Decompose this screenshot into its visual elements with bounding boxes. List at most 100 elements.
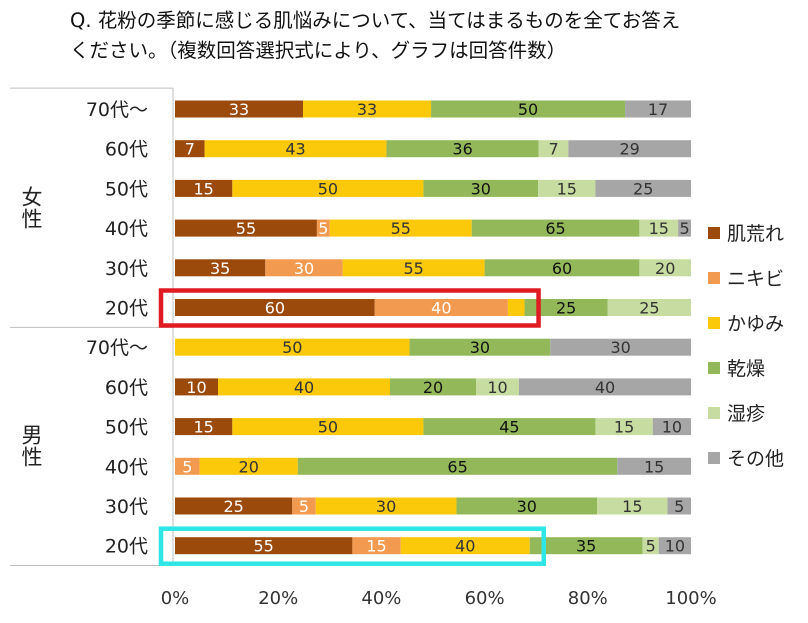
data-label: 40 xyxy=(431,299,451,318)
category-label-1: 60代 xyxy=(105,139,148,161)
legend-swatch-5 xyxy=(708,452,720,464)
data-label: 5 xyxy=(299,497,309,516)
bar-segment xyxy=(342,259,485,277)
category-label-9: 40代 xyxy=(105,456,148,478)
data-label: 60 xyxy=(265,299,285,318)
bar-segment xyxy=(595,418,653,436)
data-label: 10 xyxy=(665,537,685,556)
data-label: 5 xyxy=(318,219,328,238)
data-label: 35 xyxy=(210,259,230,278)
bar-segment xyxy=(507,299,525,316)
bar-segment xyxy=(431,100,626,118)
data-label: 7 xyxy=(185,140,195,159)
data-label: 30 xyxy=(294,259,314,278)
bar-segment xyxy=(568,140,691,158)
bar-segment xyxy=(175,497,293,515)
legend-swatch-2 xyxy=(708,317,720,329)
data-label: 50 xyxy=(282,338,302,357)
category-label-10: 30代 xyxy=(105,496,148,518)
data-label: 65 xyxy=(447,457,467,476)
data-label: 15 xyxy=(649,219,669,238)
bar-segment xyxy=(667,497,691,515)
data-label: 55 xyxy=(391,219,411,238)
category-label-6: 70代～ xyxy=(86,337,148,359)
bar-segment xyxy=(297,457,618,475)
group-label-0: 女性 xyxy=(22,185,43,231)
category-label-4: 30代 xyxy=(105,258,148,280)
legend-swatch-4 xyxy=(708,407,720,419)
bar-segment xyxy=(409,338,551,356)
data-label: 33 xyxy=(229,100,249,119)
data-label: 65 xyxy=(545,219,565,238)
bar-segment xyxy=(617,457,691,475)
bar-segment xyxy=(550,338,691,356)
bar-segment xyxy=(218,378,390,396)
bar-segment xyxy=(329,219,472,237)
bar-segment xyxy=(652,418,691,436)
x-tick-label-3: 60% xyxy=(465,588,505,609)
data-label: 5 xyxy=(182,457,192,476)
category-label-5: 20代 xyxy=(105,298,148,320)
data-label: 55 xyxy=(403,259,423,278)
legend-label-1: ニキビ xyxy=(727,268,784,290)
data-label: 15 xyxy=(557,179,577,198)
legend-label-3: 乾燥 xyxy=(727,358,765,380)
legend-label-5: その他 xyxy=(727,448,784,470)
data-label: 10 xyxy=(186,378,206,397)
x-tick-label-1: 20% xyxy=(258,588,298,609)
category-label-3: 40代 xyxy=(105,218,148,240)
bar-segment xyxy=(265,259,343,277)
bar-segment xyxy=(175,378,218,396)
category-label-7: 60代 xyxy=(105,377,148,399)
data-label: 5 xyxy=(679,219,689,238)
data-label: 50 xyxy=(318,179,338,198)
legend-swatch-3 xyxy=(708,362,720,374)
legend-swatch-1 xyxy=(708,272,720,284)
bar-segment xyxy=(232,418,424,436)
data-label: 25 xyxy=(639,299,659,318)
bar-segment xyxy=(175,457,200,475)
data-label: 50 xyxy=(318,418,338,437)
data-label: 45 xyxy=(499,418,519,437)
data-label: 15 xyxy=(644,457,664,476)
bar-segment xyxy=(484,259,640,277)
chart-title: Q. 花粉の季節に感じる肌悩みについて、当てはまるものを全てお答え ください。（… xyxy=(70,6,805,66)
x-tick-label-4: 80% xyxy=(568,588,608,609)
bar-segment xyxy=(374,299,508,316)
bar-segment xyxy=(292,497,316,515)
data-label: 30 xyxy=(376,497,396,516)
bar-segment xyxy=(471,219,640,237)
bar-segment xyxy=(625,100,691,118)
data-label: 40 xyxy=(595,378,615,397)
category-label-11: 20代 xyxy=(105,536,148,558)
bar-segment xyxy=(607,299,691,316)
data-label: 50 xyxy=(518,100,538,119)
legend-label-4: 湿疹 xyxy=(727,403,765,425)
data-label: 15 xyxy=(193,179,213,198)
data-label: 15 xyxy=(614,418,634,437)
data-label: 55 xyxy=(254,537,274,556)
data-label: 30 xyxy=(610,338,630,357)
data-label: 20 xyxy=(655,259,675,278)
legend-swatch-0 xyxy=(708,227,720,239)
data-label: 25 xyxy=(633,179,653,198)
data-label: 30 xyxy=(471,179,491,198)
bar-segment xyxy=(678,219,691,237)
bar-segment xyxy=(400,537,530,555)
bar-segment xyxy=(524,299,608,316)
category-label-2: 50代 xyxy=(105,178,148,200)
bar-segment xyxy=(456,497,598,515)
bar-segment xyxy=(175,418,233,436)
data-label: 25 xyxy=(223,497,243,516)
data-label: 30 xyxy=(470,338,490,357)
bar-segment xyxy=(204,140,387,158)
x-tick-label-0: 0% xyxy=(161,588,190,609)
data-label: 36 xyxy=(452,140,472,159)
bar-segment xyxy=(315,497,457,515)
data-label: 20 xyxy=(423,378,443,397)
bar-segment xyxy=(232,179,424,197)
bar-segment xyxy=(423,418,596,436)
bar-segment xyxy=(529,537,643,555)
bar-segment xyxy=(642,537,659,555)
